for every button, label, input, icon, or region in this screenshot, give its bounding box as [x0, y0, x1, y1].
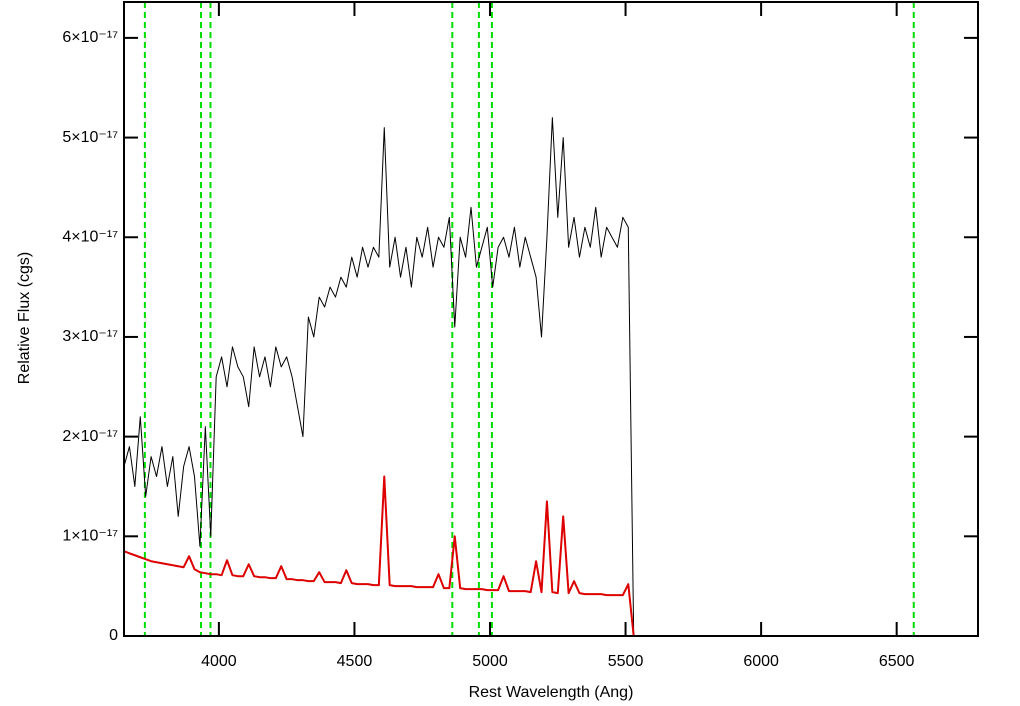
plot-frame — [123, 1, 979, 637]
y-tick-label: 4×10⁻¹⁷ — [62, 228, 118, 245]
y-tick-label: 6×10⁻¹⁷ — [62, 29, 118, 46]
x-tick-label: 5000 — [472, 653, 508, 670]
x-tick-label: 5500 — [608, 653, 644, 670]
y-tick-label: 2×10⁻¹⁷ — [62, 428, 118, 445]
y-axis-title: Relative Flux (cgs) — [16, 252, 33, 384]
y-tick-label: 0 — [109, 627, 118, 644]
x-tick-label: 6000 — [743, 653, 779, 670]
x-tick-label: 4000 — [201, 653, 237, 670]
x-tick-label: 6500 — [879, 653, 915, 670]
y-tick-label: 3×10⁻¹⁷ — [62, 328, 118, 345]
x-axis-title: Rest Wavelength (Ang) — [469, 684, 634, 701]
spectrum-line — [123, 117, 978, 637]
y-tick-label: 5×10⁻¹⁷ — [62, 129, 118, 146]
x-tick-label: 4500 — [337, 653, 373, 670]
y-tick-label: 1×10⁻¹⁷ — [62, 528, 118, 545]
spectrum-line — [123, 475, 978, 637]
